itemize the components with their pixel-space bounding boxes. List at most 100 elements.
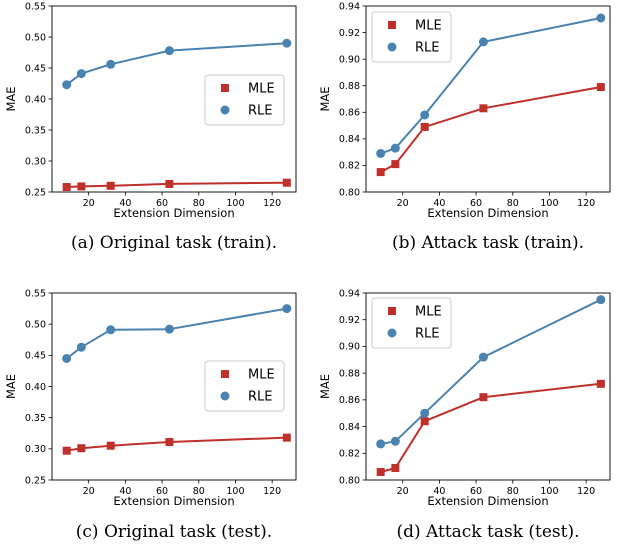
x-tick-label: 60 (156, 198, 168, 209)
data-point-mle (420, 417, 429, 426)
x-tick-label: 40 (433, 486, 445, 497)
panel-caption: (a) Original task (train). (71, 233, 277, 253)
legend-label-rle: RLE (415, 41, 440, 56)
series-line-mle (380, 382, 601, 473)
data-point-rle (62, 80, 72, 90)
x-axis-label: Extension Dimension (113, 494, 234, 508)
y-tick-label: 0.88 (339, 368, 360, 379)
data-point-mle (77, 444, 86, 453)
data-point-mle (106, 441, 115, 450)
y-tick-label: 0.45 (25, 351, 46, 362)
data-point-rle (420, 408, 430, 418)
data-point-mle (479, 104, 488, 113)
data-point-mle (391, 463, 400, 472)
x-tick-label: 120 (577, 198, 595, 209)
y-tick-label: 0.35 (25, 413, 46, 424)
x-axis-label: Extension Dimension (427, 494, 548, 508)
data-point-rle (376, 439, 386, 449)
series-line-mle (66, 181, 287, 188)
data-point-rle (596, 13, 606, 23)
data-point-rle (478, 37, 488, 47)
x-tick-label: 20 (83, 198, 95, 209)
y-tick-label: 0.80 (339, 187, 360, 198)
x-tick-label: 80 (193, 486, 205, 497)
data-point-rle (478, 352, 488, 362)
x-tick-label: 120 (263, 486, 281, 497)
y-axis-label: MAE (318, 374, 332, 399)
x-tick-label: 20 (397, 198, 409, 209)
y-tick-label: 0.82 (339, 449, 360, 460)
data-point-rle (282, 38, 292, 48)
x-tick-label: 40 (433, 198, 445, 209)
x-axis-label: Extension Dimension (427, 206, 548, 220)
data-point-rle (164, 324, 174, 334)
plot-frame (365, 292, 611, 481)
legend-marker-mle (388, 21, 396, 29)
data-point-mle (165, 179, 174, 188)
legend-label-rle: RLE (248, 390, 273, 405)
x-tick-label: 100 (226, 198, 244, 209)
y-tick-label: 0.55 (25, 1, 46, 12)
legend-label-mle: MLE (415, 19, 442, 34)
data-point-rle (164, 46, 174, 56)
y-axis-label: MAE (318, 86, 332, 111)
legend-marker-rle (387, 42, 397, 52)
x-tick-label: 80 (193, 198, 205, 209)
legend-label-mle: MLE (248, 82, 275, 97)
legend-marker-mle (221, 84, 229, 92)
legend-marker-rle (220, 391, 230, 401)
data-point-mle (106, 181, 115, 190)
panel-caption: (b) Attack task (train). (392, 233, 584, 253)
data-point-mle (77, 182, 86, 191)
x-tick-label: 40 (119, 198, 131, 209)
y-tick-label: 0.94 (339, 1, 360, 12)
legend-marker-rle (387, 328, 397, 338)
legend: MLE RLE (371, 11, 452, 63)
data-point-rle (62, 353, 72, 363)
y-tick-label: 0.84 (339, 422, 360, 433)
y-tick-label: 0.84 (339, 134, 360, 145)
legend: MLE RLE (371, 297, 452, 349)
y-tick-label: 0.35 (25, 125, 46, 136)
data-point-mle (282, 433, 291, 442)
y-tick-label: 0.86 (339, 395, 360, 406)
legend: MLE RLE (204, 74, 285, 126)
data-point-mle (62, 446, 71, 455)
chart-panel-4: 20 40 60 80 100 120 0.80 0.82 0.84 0.86 0.88 0.90 0.… (318, 288, 611, 542)
y-tick-label: 0.40 (25, 94, 46, 105)
data-point-mle (62, 183, 71, 192)
panel-caption: (c) Original task (test). (76, 522, 272, 542)
x-tick-label: 120 (263, 198, 281, 209)
y-tick-label: 0.94 (339, 288, 360, 299)
y-tick-label: 0.90 (339, 54, 360, 65)
data-point-mle (596, 379, 605, 388)
y-tick-label: 0.25 (25, 475, 46, 486)
data-point-rle (390, 436, 400, 446)
series-line-mle (380, 86, 601, 173)
x-tick-label: 60 (470, 486, 482, 497)
x-tick-label: 120 (577, 486, 595, 497)
x-tick-label: 60 (156, 486, 168, 497)
y-tick-label: 0.30 (25, 444, 46, 455)
data-point-rle (106, 59, 116, 69)
x-tick-label: 20 (83, 486, 95, 497)
plot-frame (365, 5, 611, 193)
legend-marker-mle (388, 307, 396, 315)
x-tick-label: 40 (119, 486, 131, 497)
data-point-mle (376, 168, 385, 177)
x-tick-label: 80 (507, 198, 519, 209)
y-tick-label: 0.92 (339, 28, 360, 39)
data-point-rle (376, 148, 386, 158)
legend: MLE RLE (204, 360, 285, 412)
chart-panel-2: 20 40 60 80 100 120 0.80 0.82 0.84 0.86 0.88 0.90 0.… (318, 1, 611, 253)
data-point-mle (479, 393, 488, 402)
y-tick-label: 0.55 (25, 288, 46, 299)
data-point-rle (76, 69, 86, 79)
y-axis-label: MAE (4, 86, 18, 111)
y-tick-label: 0.86 (339, 108, 360, 119)
data-point-rle (420, 110, 430, 120)
legend-marker-mle (221, 370, 229, 378)
x-tick-label: 60 (470, 198, 482, 209)
y-tick-label: 0.92 (339, 315, 360, 326)
y-tick-label: 0.45 (25, 63, 46, 74)
